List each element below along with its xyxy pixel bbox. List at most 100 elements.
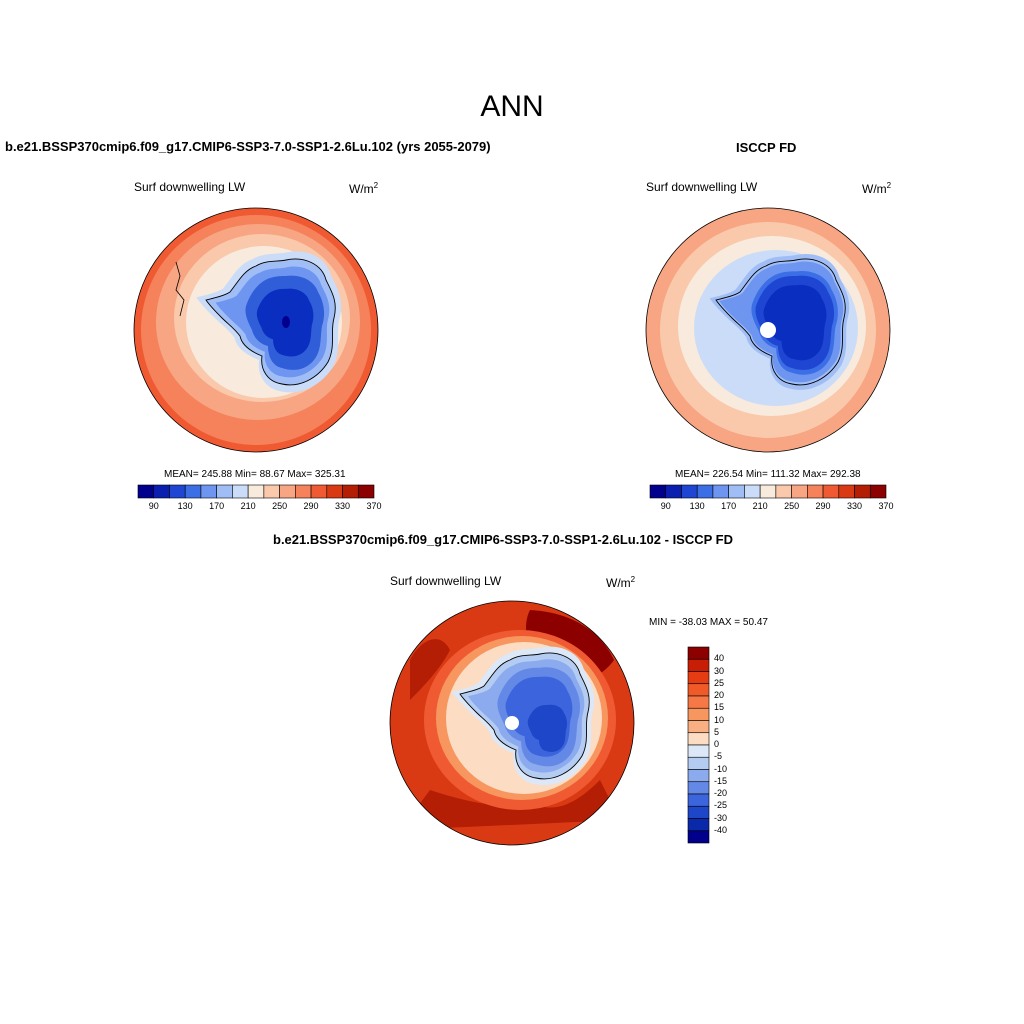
colorbar-box <box>200 484 217 499</box>
colorbar-box <box>687 707 710 721</box>
colorbar-box <box>687 805 710 819</box>
colorbar-box <box>649 484 667 499</box>
colorbar-tick-label: 290 <box>815 501 831 511</box>
colorbar-tick-label: -20 <box>714 788 728 798</box>
colorbar-box <box>687 744 710 758</box>
colorbar-tick-label: 130 <box>689 501 705 511</box>
panel-1-map-border <box>133 207 379 453</box>
panel-2-units: W/m2 <box>862 181 892 196</box>
colorbar-box <box>687 671 710 685</box>
colorbar-tick-label: 210 <box>752 501 768 511</box>
colorbar-tick-label: 170 <box>209 501 225 511</box>
colorbar-box <box>807 484 824 499</box>
colorbar-box <box>279 484 296 499</box>
panel-2-map <box>646 208 890 452</box>
colorbar-box <box>326 484 343 499</box>
colorbar-tick-label: -10 <box>714 763 728 774</box>
colorbar-tick-label: 330 <box>335 501 351 511</box>
colorbar-box <box>854 484 871 499</box>
colorbar-tick-label: 370 <box>878 501 894 511</box>
colorbar-box <box>791 484 808 499</box>
colorbar-tick-label: 5 <box>714 726 720 737</box>
colorbar-box <box>357 484 375 499</box>
panel-3-map-border <box>389 600 635 846</box>
colorbar-box <box>687 756 710 770</box>
colorbar-box <box>687 683 710 697</box>
colorbar-box <box>687 720 710 734</box>
colorbar-box <box>232 484 249 499</box>
colorbar-tick-label: -25 <box>714 800 728 811</box>
panel-2-variable-label: Surf downwelling LW <box>646 180 758 194</box>
colorbar-tick-label: 130 <box>177 501 193 511</box>
colorbar-box <box>869 484 887 499</box>
panel-2-colorbar <box>649 484 887 499</box>
panel-1-variable-label: Surf downwelling LW <box>134 180 246 194</box>
colorbar-box <box>216 484 233 499</box>
colorbar-box <box>137 484 155 499</box>
colorbar-box <box>744 484 761 499</box>
colorbar-box <box>687 830 710 844</box>
colorbar-box <box>665 484 682 499</box>
colorbar-tick-label: -15 <box>714 775 728 786</box>
colorbar-box <box>681 484 698 499</box>
colorbar-box <box>838 484 855 499</box>
colorbar-tick-label: 170 <box>721 501 737 511</box>
colorbar-tick-label: 30 <box>714 665 725 676</box>
colorbar-box <box>169 484 186 499</box>
colorbar-tick-label: -5 <box>714 751 723 762</box>
panel-2-stats: MEAN= 226.54 Min= 111.32 Max= 292.38 <box>675 469 861 480</box>
colorbar-tick-label: 330 <box>847 501 863 511</box>
colorbar-box <box>687 695 710 709</box>
colorbar-box <box>687 658 710 672</box>
panel-3-units: W/m2 <box>606 575 636 590</box>
colorbar-box <box>342 484 359 499</box>
panel-1-stats: MEAN= 245.88 Min= 88.67 Max= 325.31 <box>164 469 346 480</box>
colorbar-tick-label: 15 <box>714 702 725 713</box>
panel-3-map <box>390 601 634 845</box>
colorbar-box <box>263 484 280 499</box>
colorbar-tick-label: 210 <box>240 501 256 511</box>
colorbar-box <box>728 484 745 499</box>
panel-2-map-border <box>645 207 891 453</box>
colorbar-box <box>687 781 710 795</box>
panel-2-title: ISCCP FD <box>736 140 797 155</box>
panel-1-map <box>134 208 378 452</box>
colorbar-box <box>247 484 265 499</box>
panel-3-variable-label: Surf downwelling LW <box>390 574 502 588</box>
colorbar-box <box>184 484 202 499</box>
colorbar-tick-label: 250 <box>784 501 800 511</box>
colorbar-tick-label: 250 <box>272 501 288 511</box>
colorbar-tick-label: 20 <box>714 690 725 700</box>
colorbar-tick-label: 25 <box>714 677 725 688</box>
colorbar-box <box>687 818 710 832</box>
colorbar-tick-label: 10 <box>714 714 725 725</box>
colorbar-tick-label: -40 <box>714 824 728 835</box>
colorbar-box <box>153 484 170 499</box>
colorbar-box <box>687 793 710 807</box>
colorbar-box <box>310 484 328 499</box>
colorbar-box <box>687 646 710 660</box>
colorbar-tick-label: 40 <box>714 653 725 664</box>
colorbar-box <box>775 484 792 499</box>
colorbar-box <box>712 484 729 499</box>
panel-3-stats: MIN = -38.03 MAX = 50.47 <box>649 617 768 628</box>
colorbar-box <box>687 732 710 746</box>
panel-1-units: W/m2 <box>349 181 379 196</box>
colorbar-tick-label: -30 <box>714 812 728 823</box>
colorbar-tick-label: 0 <box>714 739 720 749</box>
colorbar-tick-label: 370 <box>366 501 382 511</box>
panel-3-title: b.e21.BSSP370cmip6.f09_g17.CMIP6-SSP3-7.… <box>273 532 734 547</box>
panel-3-colorbar <box>687 646 710 844</box>
colorbar-tick-label: 290 <box>303 501 319 511</box>
colorbar-box <box>687 769 710 783</box>
panel-1-title: b.e21.BSSP370cmip6.f09_g17.CMIP6-SSP3-7.… <box>5 139 491 154</box>
main-title: ANN <box>480 90 544 123</box>
panel-1-colorbar <box>137 484 375 499</box>
colorbar-tick-label: 90 <box>660 501 671 511</box>
colorbar-box <box>759 484 777 499</box>
colorbar-box <box>295 484 312 499</box>
colorbar-box <box>696 484 714 499</box>
colorbar-box <box>822 484 840 499</box>
colorbar-tick-label: 90 <box>148 501 159 511</box>
